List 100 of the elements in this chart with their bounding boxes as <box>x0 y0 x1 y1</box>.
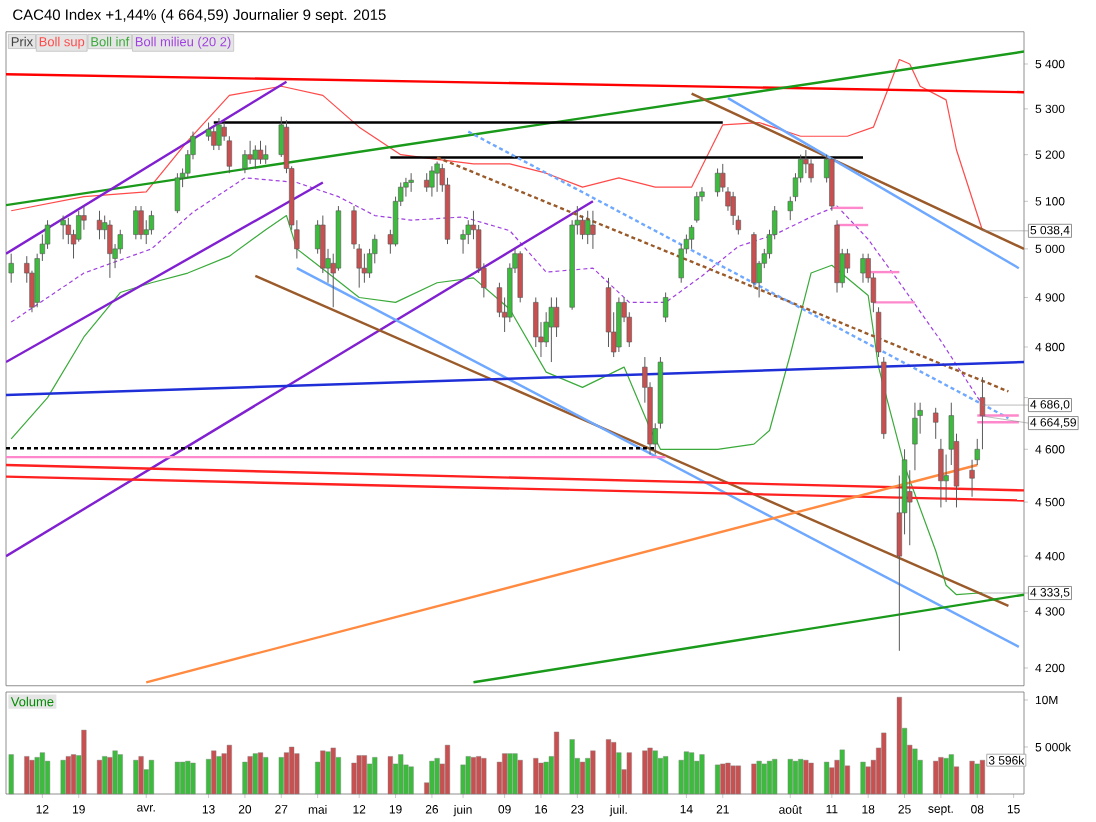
bar <box>206 758 212 794</box>
bar <box>751 763 757 794</box>
bar <box>735 765 741 794</box>
bar <box>351 762 357 794</box>
bar <box>367 763 373 794</box>
bar <box>839 749 845 794</box>
bar <box>808 762 814 794</box>
bar <box>969 760 975 794</box>
bar <box>29 759 35 794</box>
bar <box>720 763 726 794</box>
bar <box>933 760 939 794</box>
candlestick <box>938 437 944 508</box>
bar <box>569 738 575 794</box>
candlestick <box>548 296 554 363</box>
candlestick <box>694 190 700 223</box>
bar <box>330 747 336 794</box>
bar <box>45 760 51 794</box>
candlestick <box>517 250 523 303</box>
bar <box>257 752 264 794</box>
bar <box>517 759 523 794</box>
bar <box>605 738 612 794</box>
bar <box>694 760 700 794</box>
bar <box>34 756 40 794</box>
bar <box>470 756 476 794</box>
bar <box>148 759 154 794</box>
bar <box>429 760 435 794</box>
bar <box>824 761 830 794</box>
candlestick <box>138 205 144 240</box>
bar <box>948 753 954 794</box>
candlestick <box>252 144 258 169</box>
bar <box>678 759 684 794</box>
bar <box>896 696 902 794</box>
bar <box>761 763 767 794</box>
bar <box>860 761 866 794</box>
bar <box>294 752 300 794</box>
bar <box>683 751 689 794</box>
bar <box>320 750 326 794</box>
candlestick <box>8 252 14 283</box>
candlestick <box>616 296 622 353</box>
bar <box>372 756 378 794</box>
candlestick <box>974 437 980 466</box>
bar <box>725 762 731 794</box>
bar <box>190 762 196 794</box>
candlestick <box>730 190 736 226</box>
bar <box>715 764 721 794</box>
bar <box>533 757 539 794</box>
bar <box>590 750 596 794</box>
bar <box>460 764 466 794</box>
bar <box>65 755 71 794</box>
bar <box>787 758 793 794</box>
candlestick <box>361 252 368 283</box>
bar <box>496 761 502 794</box>
bar <box>663 755 669 794</box>
bar <box>657 757 663 794</box>
bar <box>699 753 705 794</box>
candlestick <box>174 172 181 214</box>
bar <box>585 757 591 794</box>
bar <box>756 760 762 794</box>
bar <box>912 748 918 794</box>
bar <box>221 752 227 794</box>
candlestick <box>979 376 986 450</box>
candlestick <box>60 214 66 240</box>
bar <box>408 766 414 794</box>
bar <box>579 761 586 794</box>
bar <box>174 761 180 794</box>
bar <box>772 758 778 794</box>
bar <box>96 759 103 794</box>
bar <box>211 750 217 794</box>
candlestick <box>912 401 918 471</box>
candlestick <box>829 156 835 211</box>
bar <box>112 750 118 794</box>
bar <box>626 752 632 794</box>
bar <box>543 761 549 794</box>
bar <box>60 759 66 794</box>
candlestick <box>263 144 269 164</box>
candlestick <box>579 214 586 240</box>
bar <box>434 757 440 794</box>
bar <box>8 753 14 794</box>
bar <box>507 752 513 794</box>
candlestick <box>460 228 466 254</box>
bar <box>387 755 393 794</box>
bar <box>792 760 799 794</box>
bar <box>730 765 736 794</box>
candlestick <box>211 126 217 151</box>
line-series <box>10 214 984 595</box>
bar <box>865 766 871 794</box>
bar <box>881 732 887 794</box>
bar <box>538 762 544 794</box>
candlestick <box>787 195 793 221</box>
bar <box>798 758 804 794</box>
bar <box>24 755 30 794</box>
bar <box>138 755 144 794</box>
candlestick <box>408 172 414 192</box>
candlestick <box>808 158 814 183</box>
bar <box>216 755 222 794</box>
bar <box>979 759 985 794</box>
bar <box>938 756 944 794</box>
bar <box>647 747 653 794</box>
bar <box>226 744 232 794</box>
candlestick <box>714 167 721 197</box>
